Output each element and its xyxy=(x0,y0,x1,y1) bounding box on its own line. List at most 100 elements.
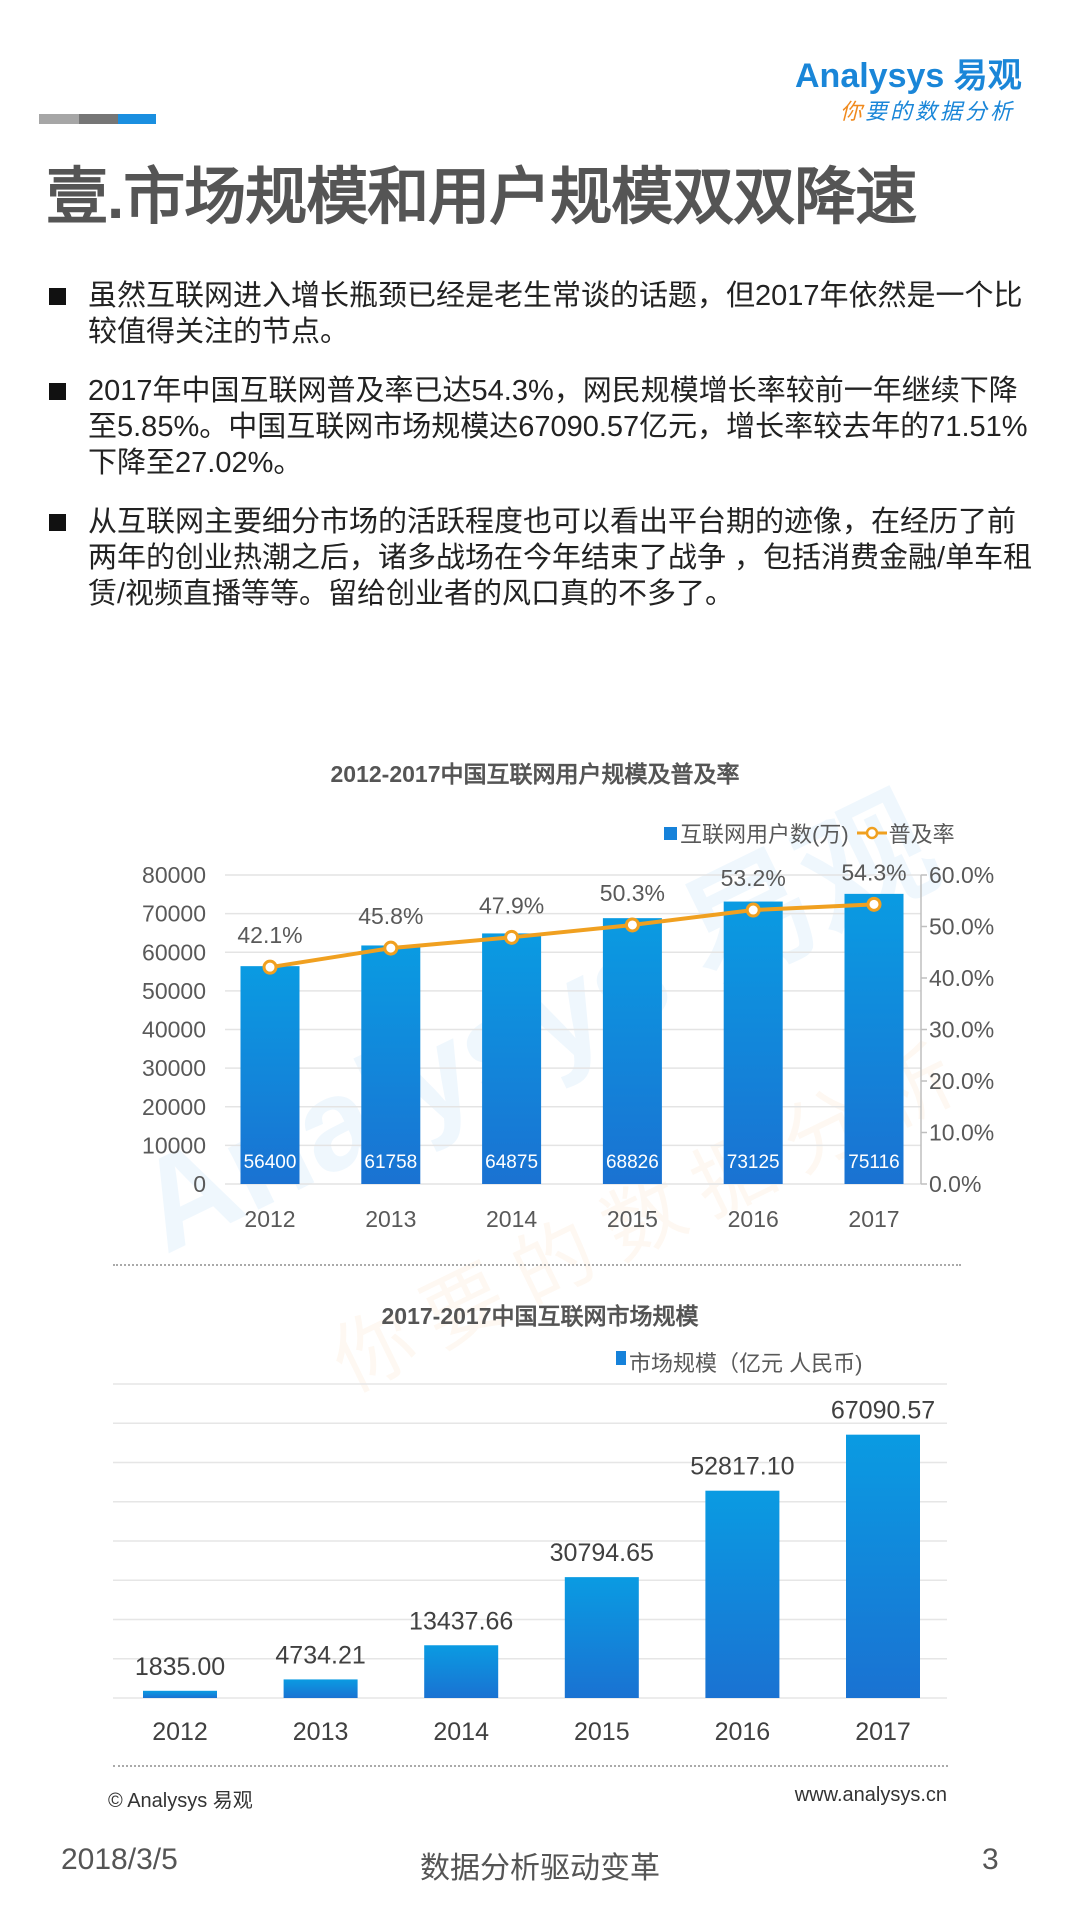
bar-data-label: 4734.21 xyxy=(275,1641,365,1669)
website-link[interactable]: www.analysys.cn xyxy=(794,1784,947,1806)
bar-data-label: 52817.10 xyxy=(690,1453,794,1481)
bar xyxy=(723,901,783,1184)
y-left-tick-label: 40000 xyxy=(142,1017,206,1043)
x-tick-label: 2012 xyxy=(152,1718,208,1746)
divider xyxy=(113,1264,961,1266)
y-right-tick-label: 20.0% xyxy=(929,1068,994,1094)
analysys-logo: Analysys 易观 xyxy=(795,57,1022,95)
legend-line-label: 普及率 xyxy=(888,822,955,847)
line-data-label: 50.3% xyxy=(600,880,665,906)
x-tick-label: 2015 xyxy=(574,1718,630,1746)
y-left-tick-label: 80000 xyxy=(142,862,206,888)
y-left-tick-label: 50000 xyxy=(142,978,206,1004)
bullet-text: 虽然互联网进入增长瓶颈已经是老生常谈的话题，但2017年依然是一个比较值得关注的… xyxy=(88,280,1023,348)
chart1-title: 2012-2017中国互联网用户规模及普及率 xyxy=(330,761,740,787)
line-data-label: 42.1% xyxy=(237,922,302,948)
bar xyxy=(602,918,662,1184)
line-point xyxy=(504,929,520,945)
bar xyxy=(564,1577,639,1698)
bullet-text: 从互联网主要细分市场的活跃程度也可以看出平台期的迹像，在经历了前两年的创业热潮之… xyxy=(88,506,1033,610)
x-tick-label: 2013 xyxy=(365,1206,416,1232)
bullet-item: 虽然互联网进入增长瓶颈已经是老生常谈的话题，但2017年依然是一个比较值得关注的… xyxy=(49,278,1039,350)
bullet-square-icon xyxy=(49,383,66,400)
logo-slogan: 你要的数据分析 xyxy=(840,99,1016,124)
bar xyxy=(424,1645,499,1698)
bar xyxy=(283,1679,358,1698)
y-right-tick-label: 10.0% xyxy=(929,1120,994,1146)
line-data-label: 47.9% xyxy=(479,892,544,918)
legend-line-marker-icon xyxy=(856,826,887,840)
bullet-square-icon xyxy=(49,288,66,305)
legend-bar-swatch xyxy=(616,1351,626,1365)
y-left-tick-label: 60000 xyxy=(142,939,206,965)
page-title: 壹.市场规模和用户规模双双降速 xyxy=(46,163,917,232)
line-point xyxy=(866,896,882,912)
source-credit: © Analysys 易观 xyxy=(108,1790,253,1812)
x-tick-label: 2012 xyxy=(244,1206,295,1232)
x-tick-label: 2017 xyxy=(848,1206,899,1232)
x-tick-label: 2016 xyxy=(728,1206,779,1232)
line-point xyxy=(383,940,399,956)
legend-bar-swatch xyxy=(664,826,677,840)
x-tick-label: 2014 xyxy=(486,1206,537,1232)
bar-data-label: 64875 xyxy=(485,1152,538,1173)
x-tick-label: 2014 xyxy=(433,1718,489,1746)
footer-date: 2018/3/5 xyxy=(61,1843,178,1876)
chart2-title: 2017-2017中国互联网市场规模 xyxy=(381,1303,699,1329)
divider xyxy=(113,1765,948,1767)
bar-data-label: 75116 xyxy=(848,1152,899,1173)
line-point xyxy=(624,917,640,933)
bar-data-label: 13437.66 xyxy=(409,1607,513,1635)
y-right-tick-label: 50.0% xyxy=(929,914,994,940)
y-left-tick-label: 20000 xyxy=(142,1094,206,1120)
bar-data-label: 30794.65 xyxy=(550,1539,654,1567)
deco-bar-light xyxy=(39,114,79,124)
bullet-item: 从互联网主要细分市场的活跃程度也可以看出平台期的迹像，在经历了前两年的创业热潮之… xyxy=(49,504,1039,612)
y-right-tick-label: 40.0% xyxy=(929,965,994,991)
deco-bar-dark xyxy=(79,114,118,124)
bar-data-label: 56400 xyxy=(244,1152,297,1173)
bar-data-label: 1835.00 xyxy=(135,1653,225,1681)
x-tick-label: 2017 xyxy=(855,1718,911,1746)
y-right-tick-label: 60.0% xyxy=(929,862,994,888)
bar-data-label: 68826 xyxy=(606,1152,659,1173)
deco-bar-blue xyxy=(118,114,156,124)
line-data-label: 45.8% xyxy=(358,903,423,929)
line-data-label: 54.3% xyxy=(841,859,906,885)
y-left-tick-label: 70000 xyxy=(142,901,206,927)
line-point xyxy=(745,902,761,918)
bar xyxy=(240,966,300,1184)
line-point xyxy=(262,959,278,975)
bar xyxy=(846,1434,920,1698)
bullet-list: 虽然互联网进入增长瓶颈已经是老生常谈的话题，但2017年依然是一个比较值得关注的… xyxy=(49,278,1039,635)
footer-slogan: 数据分析驱动变革 xyxy=(420,1852,660,1885)
bullet-square-icon xyxy=(49,514,66,531)
bar xyxy=(705,1490,780,1698)
bar xyxy=(361,945,421,1184)
legend-bar-label: 互联网用户数(万) xyxy=(680,822,849,847)
bar xyxy=(844,893,904,1184)
y-right-tick-label: 30.0% xyxy=(929,1017,994,1043)
y-right-tick-label: 0.0% xyxy=(929,1171,981,1197)
y-left-tick-label: 10000 xyxy=(142,1132,206,1158)
bar-data-label: 61758 xyxy=(364,1152,417,1173)
bar-data-label: 73125 xyxy=(727,1152,780,1173)
chart1-legend: 互联网用户数(万) 普及率 xyxy=(664,817,955,849)
bar xyxy=(143,1690,217,1698)
x-tick-label: 2016 xyxy=(715,1718,771,1746)
legend-bar-label: 市场规模（亿元 人民币) xyxy=(629,1351,863,1376)
page-number: 3 xyxy=(982,1843,999,1876)
y-left-tick-label: 30000 xyxy=(142,1055,206,1081)
chart2-legend: 市场规模（亿元 人民币) xyxy=(616,1346,862,1378)
line-data-label: 53.2% xyxy=(721,865,786,891)
x-tick-label: 2015 xyxy=(607,1206,658,1232)
line-series xyxy=(269,902,875,970)
y-left-tick-label: 0 xyxy=(193,1171,206,1197)
bullet-text: 2017年中国互联网普及率已达54.3%，网民规模增长率较前一年继续下降至5.8… xyxy=(88,375,1028,479)
bullet-item: 2017年中国互联网普及率已达54.3%，网民规模增长率较前一年继续下降至5.8… xyxy=(49,373,1039,481)
bar xyxy=(482,933,542,1184)
x-tick-label: 2013 xyxy=(293,1718,349,1746)
bar-data-label: 67090.57 xyxy=(831,1397,935,1425)
